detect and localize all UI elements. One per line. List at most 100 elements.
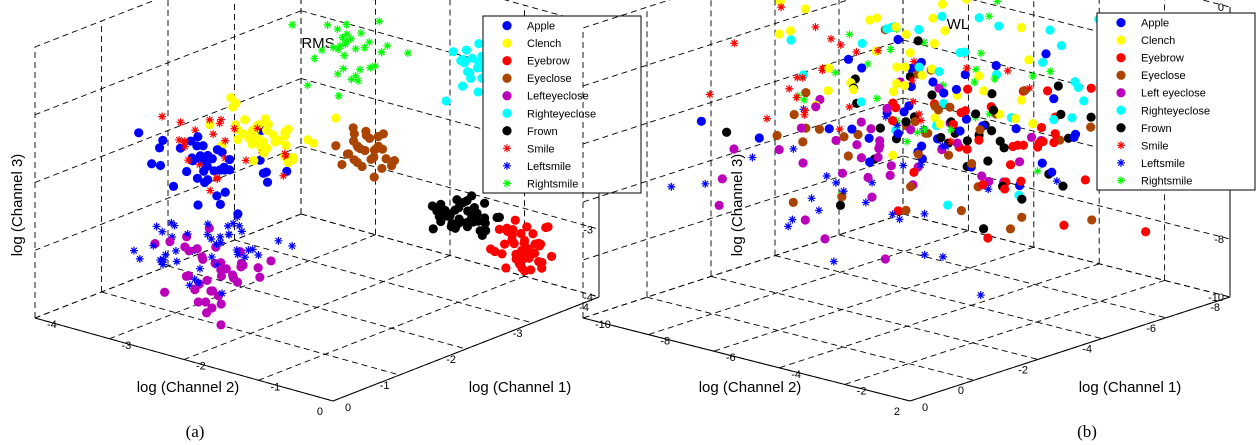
data-point <box>1026 132 1037 142</box>
data-point-star <box>342 20 351 29</box>
data-point <box>1017 212 1027 222</box>
floor-gridline-y <box>101 291 400 376</box>
data-point <box>893 34 903 45</box>
data-point <box>249 156 259 166</box>
data-point <box>820 234 830 244</box>
data-point-star <box>237 227 246 236</box>
data-point <box>1033 142 1043 152</box>
data-point <box>929 38 940 49</box>
data-point <box>202 308 212 318</box>
data-point <box>1016 95 1027 105</box>
data-point-star <box>976 49 985 58</box>
data-point-star <box>190 275 199 284</box>
data-point <box>888 86 899 97</box>
data-point <box>772 130 782 141</box>
data-point <box>1011 124 1021 134</box>
wall-gridline-z <box>902 213 1231 298</box>
data-point-star <box>872 94 881 103</box>
data-point <box>916 141 927 151</box>
data-point <box>1087 215 1097 225</box>
data-point <box>978 224 989 234</box>
data-point <box>714 200 724 210</box>
data-point <box>831 135 841 146</box>
data-point-star <box>946 137 955 146</box>
legend-label: Left eyeclose <box>1141 88 1206 100</box>
data-point <box>963 84 973 94</box>
data-point <box>939 88 949 98</box>
data-point-star <box>895 215 904 224</box>
data-point <box>486 244 496 254</box>
data-point-star <box>1046 67 1055 76</box>
floor-gridline-x <box>779 263 1100 369</box>
data-point-star <box>976 291 985 300</box>
data-point <box>369 172 379 182</box>
data-point <box>754 133 764 143</box>
chart-title: WL <box>947 16 970 33</box>
data-point <box>467 53 477 63</box>
data-point <box>945 102 955 112</box>
data-point <box>494 212 504 222</box>
data-point <box>873 152 883 162</box>
data-point <box>1058 181 1068 191</box>
data-point-star <box>333 69 342 78</box>
y-tick-label: -2 <box>446 354 456 366</box>
data-point <box>253 263 263 273</box>
data-point <box>843 54 854 64</box>
data-point-star <box>205 115 214 124</box>
data-point <box>857 63 867 73</box>
data-point-star <box>157 257 166 266</box>
data-point-star <box>282 152 291 161</box>
data-point-star <box>366 63 375 72</box>
data-point <box>882 103 892 114</box>
data-point-star <box>339 64 348 73</box>
data-point <box>193 132 203 142</box>
data-point-star <box>1052 177 1061 186</box>
data-point-star <box>829 257 838 266</box>
data-point-star <box>789 144 798 153</box>
z-tick-label: -4 <box>583 292 593 304</box>
data-point <box>467 213 477 223</box>
figure-caption: (b) <box>1077 422 1097 441</box>
data-point <box>199 166 209 176</box>
data-point <box>927 90 937 100</box>
data-point <box>956 107 966 118</box>
legend-label: Eyebrow <box>1141 53 1184 65</box>
data-point <box>1014 157 1025 167</box>
data-point <box>259 148 269 158</box>
data-point <box>519 235 530 246</box>
data-point-star <box>916 160 925 169</box>
data-point <box>999 143 1009 153</box>
data-point-star <box>814 206 823 215</box>
data-point <box>441 96 451 106</box>
x-tick-label: -3 <box>122 340 132 352</box>
data-point-star <box>232 246 241 255</box>
data-point <box>247 139 257 149</box>
legend-label: Eyeclose <box>527 73 572 85</box>
data-point <box>541 222 551 233</box>
data-point <box>729 144 739 154</box>
data-point-star <box>241 156 250 165</box>
data-point <box>247 127 257 137</box>
data-point <box>917 70 927 80</box>
data-point <box>369 152 379 162</box>
data-point <box>193 200 203 210</box>
data-point-star <box>342 30 351 39</box>
data-point <box>1086 112 1096 122</box>
data-point <box>440 205 450 216</box>
data-point-star <box>224 230 233 239</box>
x-tick-label: -4 <box>791 369 801 381</box>
data-point <box>800 215 810 225</box>
data-point <box>1049 94 1059 104</box>
data-point <box>1086 122 1096 132</box>
data-point <box>337 159 347 170</box>
y-tick-label: 2 <box>894 406 900 418</box>
data-point-star <box>836 40 845 49</box>
legend-marker <box>502 108 512 118</box>
legend-label: Clench <box>1141 35 1175 47</box>
legend-marker <box>502 38 512 48</box>
data-point <box>462 222 473 232</box>
legend-label: Rightsmile <box>527 178 578 190</box>
data-point <box>940 26 950 36</box>
data-point <box>824 63 834 73</box>
